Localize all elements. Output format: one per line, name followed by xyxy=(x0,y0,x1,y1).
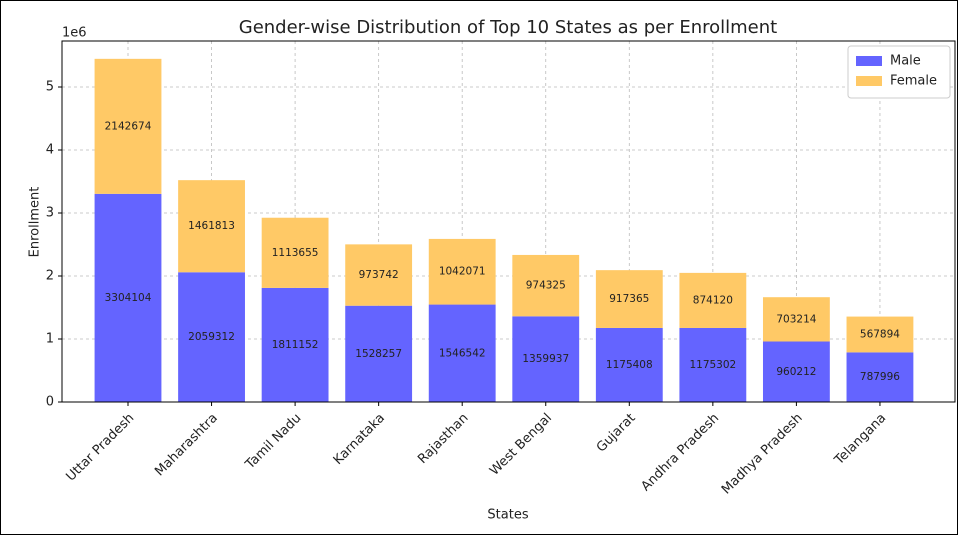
y-offset-label: 1e6 xyxy=(62,26,87,41)
data-label: 917365 xyxy=(609,293,649,305)
bar-segment xyxy=(595,327,663,402)
y-axis-label: Enrollment xyxy=(28,187,43,258)
legend-swatch xyxy=(856,76,882,86)
y-tick-label: 0 xyxy=(46,395,54,410)
bar-segment xyxy=(512,316,580,402)
bar-segment xyxy=(595,270,663,328)
bar-segment xyxy=(679,272,747,328)
legend-label: Male xyxy=(890,54,921,69)
x-axis-label: States xyxy=(487,508,528,523)
data-label: 1175408 xyxy=(606,359,653,371)
data-label: 1359937 xyxy=(522,353,569,365)
bar-segment xyxy=(261,217,329,288)
bar-segment xyxy=(94,193,162,402)
bar-segment xyxy=(846,352,914,402)
data-label: 1175302 xyxy=(689,359,736,371)
legend-label: Female xyxy=(890,74,937,89)
bar-segment xyxy=(178,272,245,402)
data-label: 703214 xyxy=(776,313,816,325)
plot-frame xyxy=(61,40,956,403)
data-label: 3304104 xyxy=(105,292,152,304)
bar-segment xyxy=(345,305,413,402)
y-tick-label: 3 xyxy=(46,205,54,220)
data-label: 1528257 xyxy=(355,348,402,360)
data-label: 974325 xyxy=(526,280,566,292)
bar-segment xyxy=(94,58,162,194)
legend-swatch xyxy=(856,56,882,66)
bar-segment xyxy=(512,254,580,317)
data-label: 1811152 xyxy=(272,339,319,351)
data-label: 874120 xyxy=(693,294,733,306)
bar-segment xyxy=(679,327,747,402)
bar-segment xyxy=(261,287,329,402)
y-tick-label: 4 xyxy=(46,142,54,157)
data-label: 2059312 xyxy=(188,331,235,343)
data-label: 2142674 xyxy=(105,120,152,132)
y-tick-label: 5 xyxy=(46,79,54,94)
y-tick-label: 2 xyxy=(46,268,54,283)
bar-segment xyxy=(762,341,830,402)
y-tick-label: 1 xyxy=(46,331,54,346)
data-label: 1042071 xyxy=(439,266,486,278)
bar-segment xyxy=(846,316,914,353)
chart-title: Gender-wise Distribution of Top 10 State… xyxy=(239,17,777,38)
data-label: 567894 xyxy=(860,328,900,340)
data-label: 787996 xyxy=(860,371,900,383)
bar-segment xyxy=(178,180,245,273)
data-label: 1546542 xyxy=(439,347,486,359)
bar-segment xyxy=(428,238,496,305)
data-label: 1461813 xyxy=(188,220,235,232)
data-label: 973742 xyxy=(359,269,399,281)
bar-segment xyxy=(345,244,413,306)
bar-segment xyxy=(762,297,830,342)
bar-segment xyxy=(428,304,496,402)
data-label: 1113655 xyxy=(272,247,319,259)
data-label: 960212 xyxy=(776,366,816,378)
